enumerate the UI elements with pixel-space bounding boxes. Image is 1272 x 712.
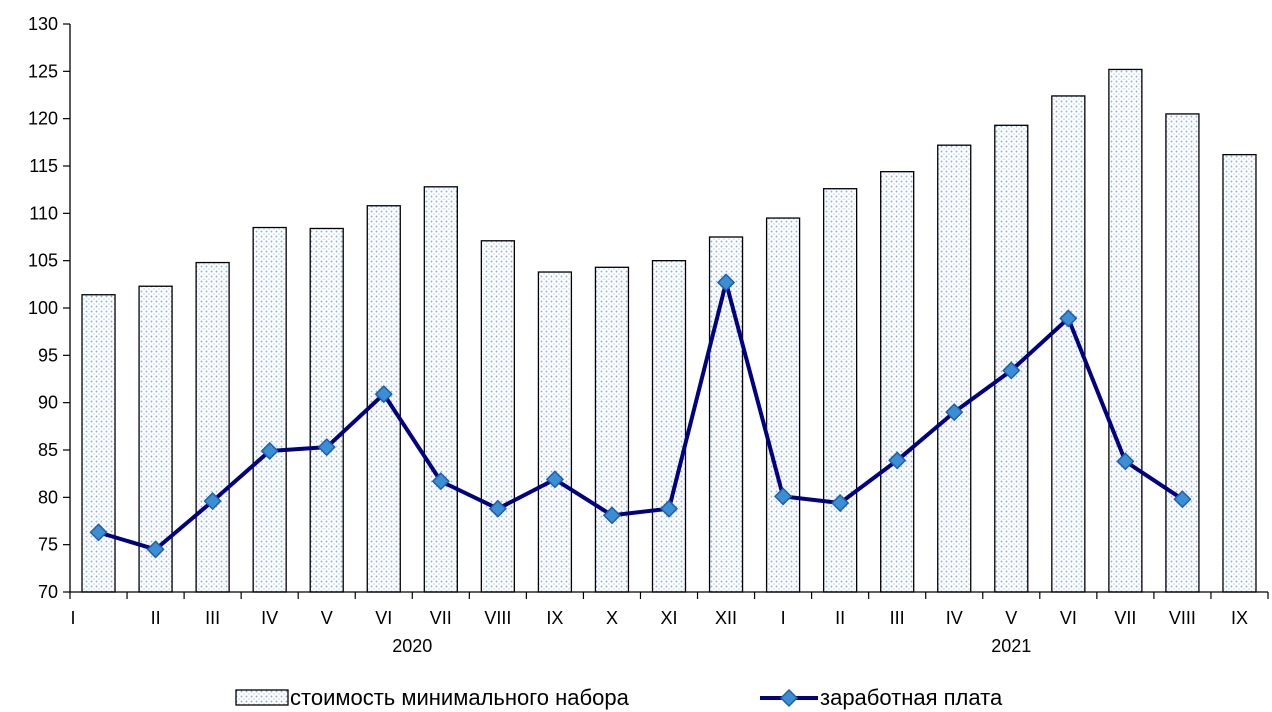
- y-tick-label: 105: [28, 251, 58, 271]
- x-tick-label: VII: [1114, 608, 1136, 628]
- line-point: [659, 499, 679, 518]
- bar: [195, 261, 230, 593]
- bar-series: [81, 68, 1257, 593]
- bar: [81, 294, 116, 593]
- bar: [537, 271, 573, 593]
- y-tick-label: 80: [38, 487, 58, 507]
- legend-label-line: заработная плата: [820, 685, 1003, 710]
- x-tick-label: V: [1005, 608, 1017, 628]
- x-tick-label: VI: [1060, 608, 1077, 628]
- line-path: [97, 280, 1184, 552]
- line-point: [1116, 452, 1135, 471]
- x-tick-label: I: [70, 608, 75, 628]
- x-tick-label: IV: [946, 608, 963, 628]
- bar: [594, 266, 630, 593]
- line-point: [146, 540, 165, 559]
- y-tick-label: 100: [28, 298, 58, 318]
- line-point: [1173, 490, 1192, 509]
- x-tick-label: V: [321, 608, 333, 628]
- line-point: [774, 487, 793, 506]
- x-tick-label: VIII: [1169, 608, 1196, 628]
- line-point: [945, 403, 964, 422]
- x-tick-label: II: [151, 608, 161, 628]
- x-tick-label: III: [205, 608, 220, 628]
- bar: [937, 144, 972, 593]
- line-point: [888, 451, 907, 470]
- line-point: [831, 493, 850, 513]
- line-point: [602, 506, 622, 525]
- x-tick-label: XII: [715, 608, 737, 628]
- bar: [480, 240, 516, 593]
- x-tick-label: XI: [660, 608, 677, 628]
- line-series: [89, 273, 1192, 559]
- line-point: [317, 438, 336, 457]
- y-tick-label: 85: [38, 440, 58, 460]
- x-tick-label: VIII: [484, 608, 511, 628]
- line-point: [89, 523, 108, 542]
- x-tick-label: IX: [546, 608, 563, 628]
- y-tick-label: 125: [28, 61, 58, 81]
- y-tick-label: 115: [29, 156, 58, 176]
- y-tick-label: 90: [38, 393, 58, 413]
- line-point: [431, 472, 450, 491]
- y-tick-label: 70: [38, 582, 58, 602]
- x-axis-ticks: I II III IV V VI VII VIII IX X XI XII I II III IV V VI VII…: [69, 592, 1269, 656]
- bar: [309, 227, 344, 593]
- line-point: [1059, 309, 1078, 328]
- y-tick-label: 110: [29, 203, 58, 223]
- axes: [69, 24, 1268, 593]
- x-tick-label: VI: [375, 608, 392, 628]
- bar: [1165, 113, 1200, 593]
- x-group-label: 2021: [991, 636, 1031, 656]
- x-tick-label: I: [781, 608, 786, 628]
- line-point: [716, 273, 736, 292]
- bar: [651, 260, 687, 593]
- line-point: [488, 499, 507, 518]
- bar: [423, 186, 458, 593]
- bar: [1108, 68, 1143, 593]
- line-point: [545, 470, 564, 489]
- y-tick-label: 130: [28, 14, 58, 34]
- bar: [880, 171, 915, 593]
- y-tick-label: 120: [28, 109, 58, 129]
- legend-label-bars: стоимость минимального набора: [290, 685, 630, 710]
- x-tick-label: III: [890, 608, 905, 628]
- x-tick-label: IV: [261, 608, 278, 628]
- legend-swatch-marker: [779, 688, 799, 708]
- line-point: [203, 492, 222, 511]
- x-tick-label: VII: [430, 608, 452, 628]
- x-group-label: 2020: [392, 636, 432, 656]
- line-point: [374, 385, 393, 404]
- bar: [252, 226, 287, 593]
- x-tick-label: IX: [1231, 608, 1248, 628]
- y-tick-label: 75: [38, 535, 58, 555]
- bar: [1222, 153, 1257, 593]
- legend: стоимость минимального набора заработная …: [235, 685, 1003, 710]
- y-axis-ticks: 70 75 80 85 90 95 100 105 110 115 120 125 130: [28, 14, 70, 602]
- line-point: [1002, 361, 1021, 380]
- x-tick-label: X: [606, 608, 618, 628]
- bar: [822, 188, 858, 593]
- line-point: [260, 441, 279, 461]
- y-tick-label: 95: [38, 345, 58, 365]
- bar: [765, 217, 801, 593]
- legend-swatch-bars: [235, 689, 289, 706]
- x-tick-label: II: [835, 608, 845, 628]
